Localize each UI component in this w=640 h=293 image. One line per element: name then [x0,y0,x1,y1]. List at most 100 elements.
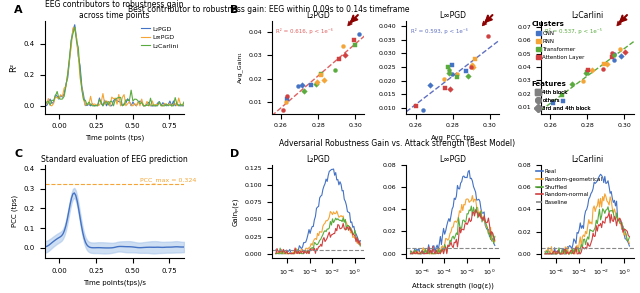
Point [466,65,476,69]
Text: R² = 0.537, p < 1e⁻⁵: R² = 0.537, p < 1e⁻⁵ [545,28,602,34]
Line: Random-geometrical: Random-geometrical [545,194,629,254]
Point [607,55,617,60]
Y-axis label: Avg_Gain₁: Avg_Gain₁ [237,51,243,83]
Real [465,169,473,172]
Random-geometrical [348,229,356,233]
Point [599,62,609,66]
Shuffled [339,216,347,219]
Random-normal [326,236,334,239]
Random-normal [444,243,452,247]
Point [307,82,317,87]
Real [328,168,335,171]
Shuffled [467,204,475,208]
Shuffled [445,244,452,248]
Random-normal [406,252,414,255]
Real [541,250,549,253]
Shuffled [323,227,331,231]
Random-normal [472,208,479,212]
Random-geometrical [323,219,330,222]
Random-geometrical [408,252,415,255]
Point [598,67,608,71]
L∞PGD [166,102,173,105]
L∞PGD [127,103,135,107]
Point [444,65,454,69]
Point [338,43,348,48]
L₂PGD [127,104,135,108]
Line: Random-normal: Random-normal [410,210,495,254]
Random-geometrical [579,235,586,239]
Point [297,83,307,87]
Point [602,62,612,66]
Title: L₂PGD: L₂PGD [306,11,330,20]
Real [543,252,551,255]
L∞PGD [104,100,112,104]
Real [625,244,633,248]
Point [410,104,420,109]
Random-geometrical [462,198,470,201]
Line: Real: Real [545,174,629,254]
Point [578,79,588,84]
Line: L₂Carlini: L₂Carlini [45,27,184,106]
Shuffled [617,222,625,225]
Random-geometrical [591,210,599,213]
Random-normal [272,252,280,255]
Random-geometrical [601,192,609,195]
Real [458,180,465,183]
Shuffled [604,205,612,209]
Point [452,75,463,80]
Legend: Real, Random-geometrical, Shuffled, Random-normal, Baseline: Real, Random-geometrical, Shuffled, Rand… [534,167,605,207]
Title: L₂Carlini: L₂Carlini [571,155,604,164]
Y-axis label: Gainₚ(ε): Gainₚ(ε) [232,197,239,226]
Point [316,73,326,77]
Legend: 4th block, others, 3rd and 4th block: 4th block, others, 3rd and 4th block [534,88,593,113]
Random-geometrical [465,201,473,204]
Point [587,67,597,72]
Random-normal [617,219,625,222]
Real [356,239,364,242]
Line: Shuffled: Shuffled [410,206,495,254]
Real [593,179,601,183]
Point [418,108,428,113]
Shuffled [541,252,549,255]
Point [425,83,435,87]
Random-geometrical [468,194,476,197]
Random-normal [461,222,468,226]
Real [444,220,452,223]
Shuffled [326,220,334,223]
Random-normal [605,211,613,214]
Line: L₂PGD: L₂PGD [45,25,184,106]
Text: D: D [230,149,239,159]
Shuffled [406,249,414,253]
Real [580,227,588,230]
Real [593,180,600,184]
Point [467,63,477,67]
L₂PGD [134,100,142,104]
Point [447,62,457,67]
Shuffled [625,236,633,239]
Random-normal [323,238,330,242]
L∞PGD [138,97,145,101]
Random-geometrical [599,195,607,198]
Title: L∞PGD: L∞PGD [439,11,466,20]
Point [311,82,321,87]
Real [272,248,280,252]
L₂Carlini [71,25,79,29]
L₂Carlini [132,98,140,101]
Line: Shuffled: Shuffled [545,207,629,254]
L∞PGD [41,104,49,108]
Point [312,79,322,84]
Shuffled [330,221,337,224]
L∞PGD [132,104,140,108]
Point [615,46,625,51]
Title: L₂PGD: L₂PGD [306,155,330,164]
Random-normal [464,221,472,224]
Random-normal [541,252,549,255]
X-axis label: Attack strength (log(ε)): Attack strength (log(ε)) [412,282,493,289]
L₂PGD [168,104,175,108]
L∞PGD [69,26,77,30]
Real [457,181,465,185]
L₂PGD [41,102,49,106]
Random-geometrical [625,242,633,245]
Shuffled [356,244,364,248]
Point [444,67,454,72]
